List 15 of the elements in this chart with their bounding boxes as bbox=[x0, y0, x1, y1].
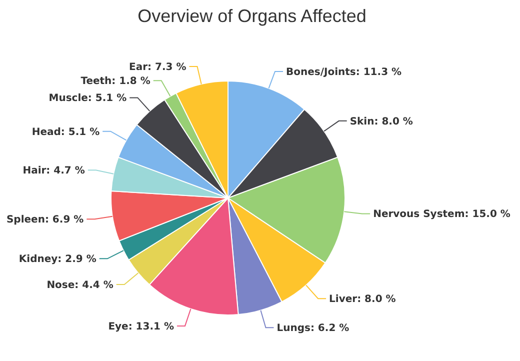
slice-label: Head: 5.1 % bbox=[32, 126, 100, 138]
slice-label: Kidney: 2.9 % bbox=[18, 254, 96, 266]
slice-label: Liver: 8.0 % bbox=[329, 294, 396, 306]
slice-label: Eye: 13.1 % bbox=[108, 321, 174, 332]
slice-label: Lungs: 6.2 % bbox=[276, 323, 350, 334]
chart-title: Overview of Organs Affected bbox=[138, 6, 366, 26]
slice-label: Ear: 7.3 % bbox=[129, 62, 186, 74]
slice-label: Skin: 8.0 % bbox=[350, 116, 413, 128]
slice-label: Nervous System: 15.0 % bbox=[373, 209, 510, 220]
slice-label: Bones/Joints: 11.3 % bbox=[286, 66, 402, 78]
slice-label: Teeth: 1.8 % bbox=[80, 76, 150, 88]
slice-label: Muscle: 5.1 % bbox=[48, 93, 127, 104]
slice-label: Hair: 4.7 % bbox=[22, 166, 85, 177]
slice-label: Spleen: 6.9 % bbox=[6, 214, 84, 226]
slice-label: Nose: 4.4 % bbox=[46, 280, 114, 292]
